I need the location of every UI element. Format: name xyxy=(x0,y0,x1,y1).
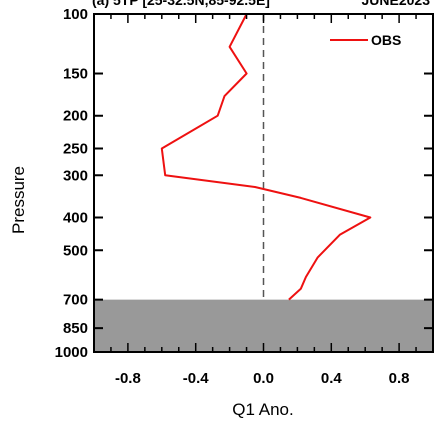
x-tick-label: -0.8 xyxy=(115,370,141,387)
x-tick-label: 0.0 xyxy=(253,370,274,387)
series-point-12 xyxy=(246,73,248,75)
series-point-2 xyxy=(305,276,307,278)
y-tick-label: 500 xyxy=(63,242,88,259)
series-point-3 xyxy=(317,256,319,258)
series-point-9 xyxy=(161,148,163,150)
y-tick-label: 700 xyxy=(63,292,88,309)
x-axis-title: Q1 Ano. xyxy=(232,400,293,419)
x-tick-label: 0.4 xyxy=(321,370,343,387)
x-tick-label: 0.8 xyxy=(389,370,410,387)
y-tick-label: 300 xyxy=(63,167,88,184)
series-line-obs xyxy=(160,13,372,301)
series-point-1 xyxy=(300,288,302,290)
chart-title-right: JUNE2023 xyxy=(362,0,431,8)
series-point-10 xyxy=(217,115,219,117)
x-tick-label: -0.4 xyxy=(183,370,210,387)
chart-title-left: (a) 5TP [25-32.5N,85-92.5E] xyxy=(92,0,270,8)
legend: OBS xyxy=(330,32,401,48)
y-tick-label: 850 xyxy=(63,320,88,337)
series-point-5 xyxy=(369,216,371,218)
series-point-8 xyxy=(164,174,166,176)
y-tick-label: 200 xyxy=(63,108,88,125)
y-tick-label: 100 xyxy=(63,6,88,23)
y-tick-label: 1000 xyxy=(55,344,88,361)
y-tick-label: 250 xyxy=(63,141,88,158)
series-point-0 xyxy=(288,299,290,301)
y-tick-label: 150 xyxy=(63,66,88,83)
series-point-7 xyxy=(254,186,256,188)
y-axis-title: Pressure xyxy=(9,166,28,234)
series-point-6 xyxy=(300,197,302,199)
series-point-4 xyxy=(339,234,341,236)
legend-label-obs: OBS xyxy=(371,32,401,48)
y-tick-label: 400 xyxy=(63,209,88,226)
series-point-13 xyxy=(229,46,231,48)
series-point-11 xyxy=(224,95,226,97)
